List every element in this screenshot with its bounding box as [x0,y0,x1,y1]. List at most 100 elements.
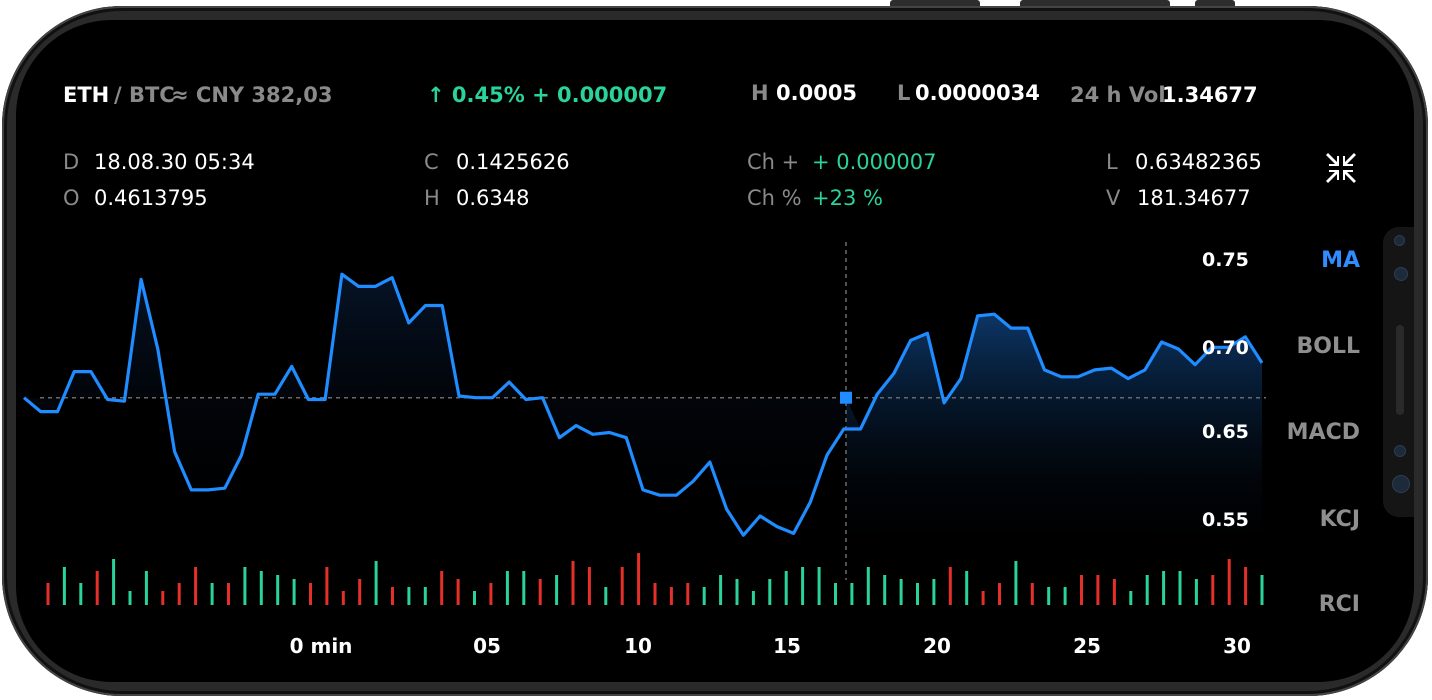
x-tick-label: 30 [1223,634,1251,658]
indicator-kcj[interactable]: KCJ [1319,507,1360,532]
volume-bar [1080,575,1083,605]
volume-bar [177,583,181,605]
volume-bar [1227,559,1231,605]
volume-bar [423,587,427,605]
stat-c-value: 0.1425626 [456,150,570,174]
volume-bar [341,591,345,605]
volume-bar [227,583,230,605]
volume-bar [1063,587,1067,605]
x-tick-label: 15 [773,634,801,658]
volume-bar [948,567,952,605]
price-change: ↑ 0.45% + 0.000007 [427,83,668,107]
volume-bar [669,587,673,605]
y-tick-label: 0.55 [1202,509,1249,531]
camera-icon [1392,475,1410,493]
volume-bar [292,579,296,605]
volume-bar [505,571,509,605]
y-tick-label: 0.70 [1202,337,1249,359]
pair-quote[interactable]: / BTC [114,83,175,107]
volume-bar [1112,579,1116,605]
volume-bar [899,579,903,605]
price-line [22,272,1264,537]
phone-side-button [1195,0,1235,6]
trading-screen: ETH / BTC ≈ CNY 382,03 ↑ 0.45% + 0.00000… [16,20,1414,682]
volume-bar [784,571,788,605]
low-value: 0.0000034 [915,81,1040,105]
volume-bar [276,575,280,605]
stat-c-label: C [424,150,439,174]
collapse-arrows-icon[interactable] [1325,152,1357,184]
indicator-boll[interactable]: BOLL [1296,334,1360,359]
volume-bar [866,567,870,605]
volume-bar [702,587,706,605]
volume-bar [210,583,214,605]
volume-bar [1030,583,1034,605]
volume-bar [1162,571,1166,605]
stat-ch-value: + 0.000007 [812,150,937,174]
indicator-rci[interactable]: RCI [1318,592,1360,617]
volume-bar [112,559,116,605]
volume-bar [1129,591,1133,605]
phone-side-button [1020,0,1170,6]
y-tick-label: 0.75 [1202,249,1249,271]
area-fill-left [24,274,844,536]
stat-chp-label: Ch % [747,186,802,210]
speaker-grille [1396,325,1404,415]
high-value: 0.0005 [776,81,858,105]
x-tick-label: 25 [1073,634,1101,658]
volume-bar [1194,579,1198,605]
stat-l-label: L [1106,150,1118,174]
stat-ch-label: Ch + [747,150,800,174]
phone-side-button [890,0,980,6]
camera-icon [1394,267,1408,281]
volume-bar [407,587,411,605]
crosshair-marker [840,391,852,404]
volume-bar [1096,575,1100,605]
volume-bar [128,591,132,605]
volume-bar [965,571,969,605]
low-label: L [897,81,911,105]
volume-bar [1014,561,1018,605]
volume-bar [456,579,460,605]
volume-bar [46,583,50,605]
volume-bar [1178,571,1182,605]
x-tick-label: 10 [624,634,652,658]
volume-bar [522,571,526,605]
cny-approx: ≈ CNY 382,03 [171,83,333,107]
volume-bar [620,567,624,605]
indicator-macd[interactable]: MACD [1286,420,1360,445]
volume-label: 24 h Vol [1070,83,1166,107]
volume-bar [981,591,985,605]
volume-bar [604,587,608,605]
stat-chp-value: +23 % [812,186,883,210]
phone-notch [1383,227,1414,517]
volume-value: 1.34677 [1162,83,1258,107]
volume-bar [817,567,821,605]
volume-bar [686,583,690,605]
volume-bar [538,579,542,605]
volume-bar [144,571,148,605]
volume-bar [62,567,66,605]
volume-bar [735,579,739,605]
volume-bar [751,591,755,605]
stat-d-value: 18.08.30 05:34 [94,150,255,174]
pair-base[interactable]: ETH [63,83,110,107]
x-tick-label: 0 min [289,634,353,658]
high-label: H [751,81,769,105]
volume-bar [637,553,641,605]
volume-bar [161,591,165,605]
stat-l-value: 0.63482365 [1135,150,1262,174]
volume-bar [473,591,476,605]
volume-bar [194,567,198,605]
indicator-ma[interactable]: MA [1321,248,1360,273]
volume-bar [883,575,887,605]
volume-bar [440,571,444,605]
volume-bar [1260,575,1264,605]
volume-bar [571,561,575,605]
volume-bar [309,583,312,605]
price-chart[interactable] [16,20,1414,682]
volume-bar [653,583,657,605]
volume-bar [932,579,936,605]
camera-icon [1394,235,1405,246]
volume-bar [719,575,723,605]
